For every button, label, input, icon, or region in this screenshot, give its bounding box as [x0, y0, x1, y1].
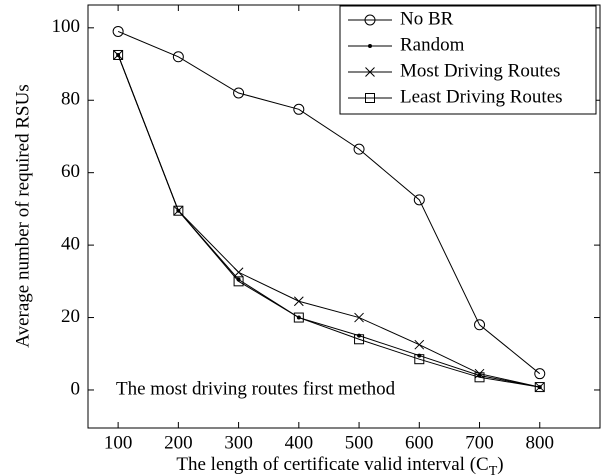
marker: [113, 49, 124, 60]
marker: [293, 296, 304, 307]
x-tick-label: 500: [345, 432, 374, 453]
marker: [293, 103, 305, 115]
annotation: The most driving routes first method: [116, 378, 396, 399]
y-tick-label: 100: [52, 16, 81, 37]
legend-label: No BR: [400, 8, 454, 29]
legend-marker: [364, 14, 376, 26]
marker: [414, 339, 425, 350]
marker: [353, 143, 365, 155]
marker: [534, 382, 545, 392]
y-tick-label: 60: [61, 161, 80, 182]
x-tick-label: 700: [465, 432, 494, 453]
x-tick-label: 300: [224, 432, 253, 453]
legend-label: Least Driving Routes: [400, 86, 563, 107]
marker: [172, 51, 184, 63]
series-line: [117, 54, 540, 388]
series-line: [117, 54, 540, 388]
legend-box: [339, 5, 597, 115]
legend-marker: [365, 93, 375, 103]
y-tick-label: 80: [61, 89, 80, 110]
marker: [474, 319, 486, 331]
legend-label: Most Driving Routes: [400, 60, 560, 81]
y-tick-label: 20: [61, 306, 80, 327]
marker: [357, 333, 362, 338]
y-axis-label: Average number of required RSUs: [12, 84, 33, 347]
x-tick-label: 200: [164, 432, 193, 453]
marker: [474, 372, 485, 383]
marker: [293, 312, 304, 323]
marker: [354, 312, 364, 323]
marker: [112, 25, 124, 37]
marker: [354, 334, 365, 345]
x-axis-label: The length of certificate valid interval…: [176, 454, 503, 475]
legend-marker: [365, 67, 375, 77]
marker: [233, 276, 244, 287]
marker: [233, 267, 244, 278]
series-line: [117, 30, 541, 375]
marker: [534, 382, 545, 393]
marker: [233, 87, 245, 99]
x-tick-label: 100: [104, 432, 133, 453]
y-tick-label: 40: [61, 233, 80, 254]
marker: [417, 353, 422, 358]
marker: [413, 194, 425, 206]
marker: [534, 368, 546, 380]
x-tick-label: 800: [526, 432, 555, 453]
marker: [173, 205, 184, 216]
plot-frame: [87, 4, 601, 429]
x-tick-label: 400: [285, 432, 314, 453]
marker: [414, 354, 425, 365]
legend-marker: [368, 44, 372, 48]
y-tick-label: 0: [71, 378, 81, 399]
x-tick-label: 600: [405, 432, 434, 453]
legend-label: Random: [400, 34, 465, 55]
